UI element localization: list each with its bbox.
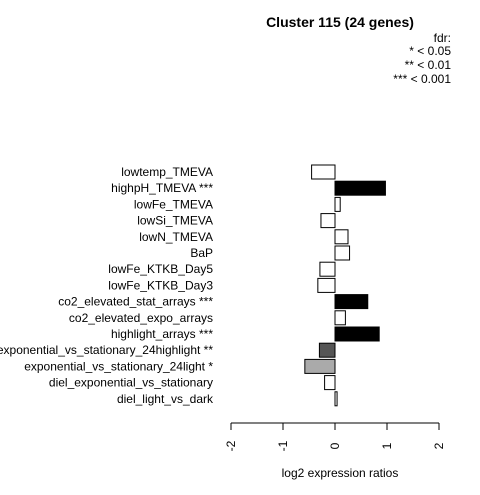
bar-lowsi-tmeva <box>320 213 336 229</box>
legend-title: fdr: <box>434 31 451 45</box>
category-label-lowfe-ktkb-day3: lowFe_KTKB_Day3 <box>108 278 213 292</box>
x-axis: -2 -1 0 1 2 <box>224 422 446 451</box>
legend: fdr: * < 0.05 ** < 0.01 *** < 0.001 <box>393 31 451 86</box>
bar-exponential-vs-stationary-24light <box>304 358 336 374</box>
category-label-lowsi-tmeva: lowSi_TMEVA <box>137 214 213 228</box>
category-label-diel-light-vs-dark: diel_light_vs_dark <box>117 392 214 406</box>
x-tick-label-4: 2 <box>432 442 446 449</box>
bars <box>304 164 386 407</box>
bar-diel-exponential-vs-stationary <box>324 375 336 391</box>
x-tick-label-2: 0 <box>328 442 342 449</box>
category-label-exponential-vs-stationary-24highlight: exponential_vs_stationary_24highlight ** <box>0 343 213 357</box>
chart-title: Cluster 115 (24 genes) <box>266 14 414 30</box>
bar-lown-tmeva <box>334 229 349 245</box>
category-label-co2-elevated-expo-arrays: co2_elevated_expo_arrays <box>69 311 213 325</box>
x-tick-label-1: -1 <box>276 440 290 451</box>
bar-lowfe-ktkb-day3 <box>317 277 336 293</box>
category-label-lowtemp-tmeva: lowtemp_TMEVA <box>121 165 213 179</box>
bar-lowtemp-tmeva <box>311 164 336 180</box>
category-label-highlight-arrays: highlight_arrays *** <box>111 327 213 341</box>
category-label-highph-tmeva: highpH_TMEVA *** <box>111 181 213 195</box>
legend-entry-1: * < 0.05 <box>409 44 451 58</box>
x-tick-label-0: -2 <box>224 440 238 451</box>
bar-exponential-vs-stationary-24highlight <box>318 342 336 358</box>
bar-lowfe-tmeva <box>334 196 341 212</box>
legend-entry-2: ** < 0.01 <box>405 58 452 72</box>
legend-entry-3: *** < 0.001 <box>393 72 451 86</box>
x-axis-title: log2 expression ratios <box>282 466 399 480</box>
bar-diel-light-vs-dark <box>334 391 338 407</box>
bar-co2-elevated-stat-arrays <box>334 294 369 310</box>
bar-highlight-arrays <box>334 326 380 342</box>
category-label-lowfe-tmeva: lowFe_TMEVA <box>134 197 213 211</box>
bar-co2-elevated-expo-arrays <box>334 310 346 326</box>
category-label-diel-exponential-vs-stationary: diel_exponential_vs_stationary <box>49 376 213 390</box>
category-labels: lowtemp_TMEVA highpH_TMEVA *** lowFe_TMEVA… <box>0 165 214 406</box>
bar-bap <box>334 245 351 261</box>
bar-highph-tmeva <box>334 180 386 196</box>
category-label-bap: BaP <box>190 246 213 260</box>
x-tick-label-3: 1 <box>380 442 394 449</box>
category-label-co2-elevated-stat-arrays: co2_elevated_stat_arrays *** <box>58 295 213 309</box>
category-label-lowfe-ktkb-day5: lowFe_KTKB_Day5 <box>108 262 213 276</box>
bar-lowfe-ktkb-day5 <box>319 261 336 277</box>
category-label-lown-tmeva: lowN_TMEVA <box>139 230 213 244</box>
category-label-exponential-vs-stationary-24light: exponential_vs_stationary_24light * <box>24 359 213 373</box>
